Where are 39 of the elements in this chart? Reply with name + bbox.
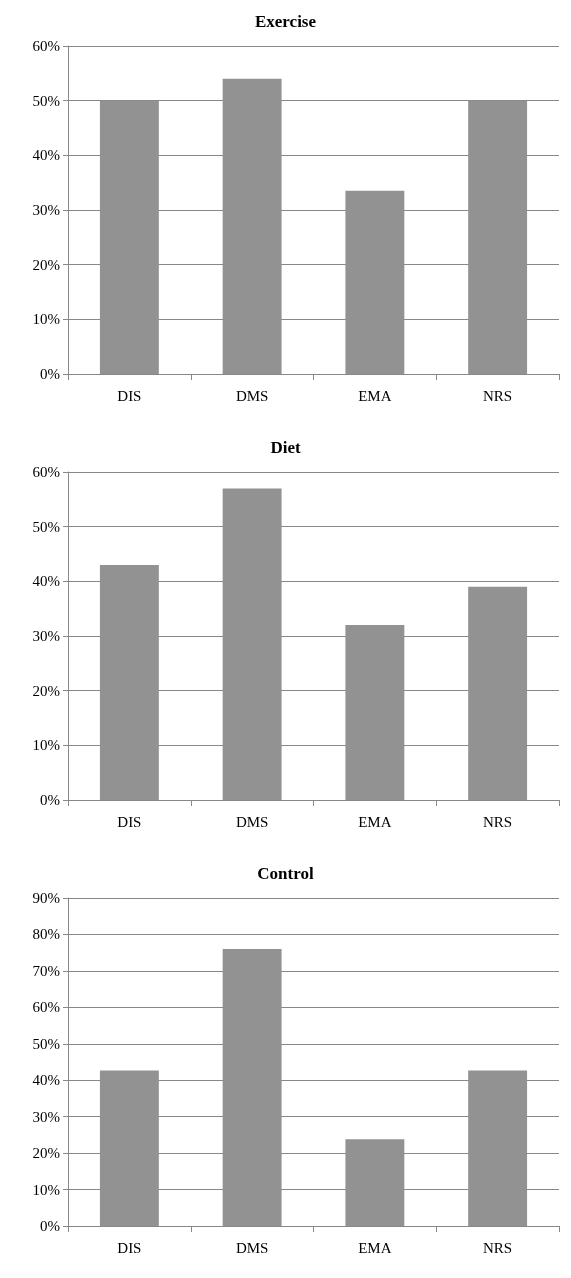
y-tick-label: 0% [40, 366, 60, 382]
chart-title: Diet [270, 438, 301, 457]
y-tick-label: 10% [32, 311, 60, 328]
x-tick-label: NRS [483, 387, 513, 404]
y-tick-label: 50% [32, 1035, 60, 1052]
x-tick-label: NRS [483, 813, 513, 830]
y-tick-label: 80% [32, 926, 60, 943]
y-tick-label: 20% [32, 682, 60, 699]
x-tick-label: NRS [483, 1239, 513, 1256]
y-tick-label: 60% [32, 38, 60, 54]
y-tick-label: 50% [32, 92, 60, 109]
x-tick-label: EMA [358, 813, 392, 830]
y-tick-label: 40% [32, 573, 60, 590]
x-tick-label: DMS [235, 387, 269, 404]
y-tick-label: 60% [32, 464, 60, 480]
y-tick-label: 0% [40, 1218, 60, 1234]
x-tick-label: EMA [358, 387, 392, 404]
y-tick-label: 70% [32, 962, 60, 979]
x-tick-label: DIS [117, 813, 142, 830]
y-tick-label: 50% [32, 518, 60, 535]
chart-title: Control [257, 864, 314, 883]
y-tick-label: 40% [32, 147, 60, 164]
y-tick-label: 60% [32, 999, 60, 1016]
y-tick-label: 30% [32, 628, 60, 644]
x-tick-label: DMS [235, 1239, 269, 1256]
x-tick-label: EMA [358, 1239, 392, 1256]
x-tick-label: DIS [117, 387, 142, 404]
y-tick-label: 0% [40, 792, 60, 808]
y-tick-label: 40% [32, 1072, 60, 1089]
y-tick-label: 20% [32, 1145, 60, 1162]
y-tick-label: 10% [32, 737, 60, 754]
x-tick-label: DMS [235, 813, 269, 830]
chart-title: Exercise [254, 12, 317, 31]
y-tick-label: 90% [32, 890, 60, 906]
y-tick-label: 10% [32, 1181, 60, 1198]
y-tick-label: 20% [32, 256, 60, 273]
y-tick-label: 30% [32, 1108, 60, 1125]
x-tick-label: DIS [117, 1239, 142, 1256]
y-tick-label: 30% [32, 202, 60, 218]
